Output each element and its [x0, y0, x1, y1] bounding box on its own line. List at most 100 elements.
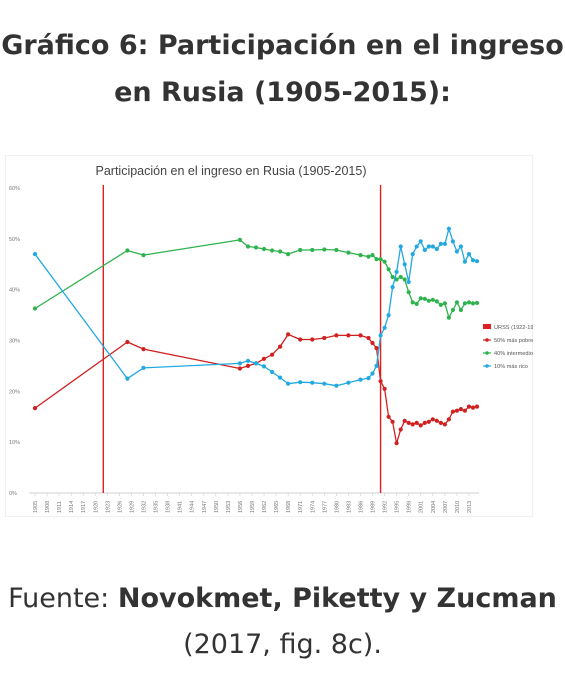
- data-point: [434, 299, 439, 304]
- y-tick-label: 50%: [9, 237, 20, 243]
- x-tick-label: 1935: [154, 501, 160, 513]
- x-tick-label: 1968: [286, 501, 292, 513]
- y-tick-label: 30%: [9, 339, 20, 345]
- data-point: [334, 333, 339, 338]
- y-tick-label: 20%: [9, 389, 20, 395]
- x-tick-label: 2001: [419, 501, 425, 513]
- data-point: [406, 420, 411, 425]
- data-point: [286, 252, 291, 257]
- data-point: [438, 420, 443, 425]
- data-point: [446, 417, 451, 422]
- data-point: [237, 361, 242, 366]
- data-point: [261, 246, 267, 252]
- data-point: [253, 245, 259, 250]
- data-point: [125, 248, 130, 253]
- data-point: [366, 376, 371, 381]
- data-point: [390, 285, 395, 290]
- data-point: [32, 306, 38, 311]
- data-point: [386, 267, 391, 272]
- data-point: [394, 441, 399, 446]
- x-tick-label: 1905: [33, 501, 39, 513]
- legend-marker: [485, 351, 489, 355]
- data-point: [141, 347, 146, 352]
- data-point: [370, 253, 375, 258]
- data-point: [454, 249, 459, 254]
- data-point: [474, 404, 480, 409]
- data-point: [261, 364, 267, 369]
- x-tick-label: 1977: [322, 501, 328, 513]
- data-point: [470, 405, 476, 410]
- data-point: [458, 307, 463, 313]
- data-point: [310, 337, 315, 342]
- data-point: [322, 247, 327, 252]
- data-point: [378, 379, 383, 384]
- y-tick-label: 40%: [9, 288, 20, 294]
- data-point: [346, 380, 351, 385]
- x-tick-label: 1986: [358, 501, 364, 513]
- data-point: [370, 340, 375, 346]
- x-tick-label: 1917: [81, 501, 87, 513]
- data-point: [410, 252, 415, 257]
- x-tick-label: 1959: [250, 501, 256, 513]
- data-point: [414, 244, 419, 249]
- data-point: [406, 279, 411, 285]
- x-tick-label: 1965: [274, 501, 280, 513]
- data-point: [450, 239, 455, 244]
- data-point: [402, 277, 407, 282]
- source-reference: (2017, fig. 8c).: [183, 629, 382, 660]
- x-tick-label: 1932: [141, 501, 147, 513]
- data-point: [442, 301, 447, 306]
- data-point: [346, 250, 351, 255]
- legend-marker: [485, 338, 489, 342]
- data-point: [270, 369, 275, 375]
- x-tick-label: 2004: [431, 501, 437, 513]
- data-point: [141, 365, 146, 370]
- data-point: [358, 377, 363, 382]
- data-point: [346, 333, 351, 338]
- data-point: [237, 237, 242, 242]
- data-point: [322, 381, 327, 386]
- data-point: [442, 422, 447, 427]
- data-point: [434, 418, 439, 423]
- x-tick-label: 1950: [214, 501, 220, 513]
- x-tick-label: 1923: [105, 501, 111, 513]
- data-point: [466, 252, 472, 257]
- data-point: [278, 249, 283, 254]
- x-tick-label: 1971: [298, 501, 304, 513]
- series-group: [32, 226, 480, 388]
- data-point: [382, 325, 387, 330]
- data-point: [462, 259, 467, 264]
- data-point: [398, 427, 403, 432]
- legend-urss-swatch: [483, 324, 491, 329]
- x-tick-label: 1995: [395, 501, 401, 513]
- legend-label: 10% más rico: [494, 364, 528, 370]
- data-point: [322, 335, 327, 341]
- data-point: [422, 420, 427, 425]
- data-point: [410, 300, 415, 305]
- data-point: [261, 356, 267, 361]
- data-point: [370, 371, 375, 376]
- x-tick-label: 2010: [455, 501, 461, 513]
- x-tick-label: 1974: [310, 501, 316, 513]
- data-point: [298, 337, 303, 342]
- data-point: [358, 253, 363, 258]
- income-share-chart: Participación en el ingreso en Rusia (19…: [4, 154, 542, 518]
- data-point: [462, 408, 467, 413]
- x-tick-label: 1953: [226, 501, 232, 513]
- data-point: [378, 257, 383, 262]
- data-point: [386, 414, 391, 419]
- x-tick-label: 1944: [190, 501, 196, 513]
- x-tick-label: 1992: [383, 501, 389, 513]
- legend-label: 50% más pobre: [494, 338, 533, 344]
- data-point: [334, 383, 339, 388]
- data-point: [394, 277, 399, 282]
- data-point: [466, 404, 472, 409]
- x-tick-label: 1908: [45, 501, 51, 513]
- data-point: [358, 333, 363, 338]
- data-point: [141, 253, 146, 258]
- data-point: [418, 296, 423, 301]
- data-point: [438, 241, 443, 246]
- page-title-line-1: Gráfico 6: Participación en el ingreso: [1, 30, 564, 61]
- data-point: [458, 407, 463, 412]
- x-tick-label: 1929: [129, 501, 135, 513]
